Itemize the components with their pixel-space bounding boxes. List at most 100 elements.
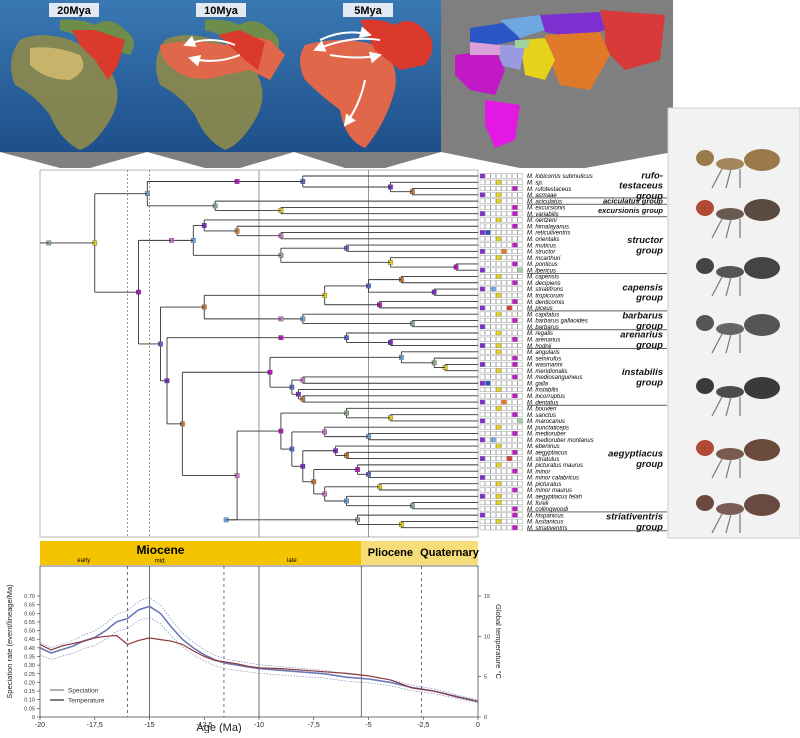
epoch-pliocene: Pliocene <box>368 547 413 559</box>
matrix-cell <box>512 525 518 531</box>
matrix-cell <box>485 274 491 279</box>
taxon-label: M. structor <box>527 250 556 256</box>
matrix-cell <box>512 500 518 506</box>
x-tick-label: -5 <box>365 722 371 729</box>
matrix-cell <box>485 280 491 286</box>
matrix-cell <box>496 380 502 386</box>
matrix-cell <box>479 211 485 217</box>
matrix-cell <box>517 223 523 229</box>
miocene-bar <box>40 541 362 565</box>
matrix-cell <box>479 261 485 267</box>
matrix-cell <box>506 349 512 355</box>
matrix-cell <box>496 324 502 330</box>
character-matrix <box>479 173 523 531</box>
matrix-cell <box>490 380 496 386</box>
matrix-cell <box>512 374 518 380</box>
group-label: arenarius <box>620 329 663 340</box>
matrix-cell <box>485 487 491 493</box>
matrix-cell <box>506 317 512 323</box>
matrix-cell <box>501 525 507 531</box>
ant-leg <box>711 218 723 239</box>
matrix-cell <box>506 242 512 248</box>
matrix-cell <box>479 173 485 179</box>
matrix-cell <box>490 242 496 248</box>
matrix-cell <box>485 506 491 512</box>
matrix-cell <box>512 198 518 204</box>
matrix-cell <box>517 412 523 418</box>
matrix-cell <box>501 449 507 455</box>
y-tick-label: 0.70 <box>24 594 35 600</box>
matrix-cell <box>501 192 507 198</box>
matrix-cell <box>490 292 496 298</box>
matrix-cell <box>479 525 485 531</box>
matrix-cell <box>496 355 502 361</box>
matrix-cell <box>512 355 518 361</box>
matrix-cell <box>479 424 485 430</box>
taxon-label: M. capensis <box>527 275 559 281</box>
matrix-cell <box>490 525 496 531</box>
group-label: testaceus <box>619 181 663 192</box>
matrix-cell <box>490 311 496 317</box>
pliocene-bar <box>361 541 422 565</box>
matrix-cell <box>506 380 512 386</box>
matrix-cell <box>485 468 491 474</box>
matrix-cell <box>506 468 512 474</box>
matrix-cell <box>517 336 523 342</box>
matrix-cell <box>490 223 496 229</box>
matrix-cell <box>517 355 523 361</box>
matrix-cell <box>485 267 491 273</box>
matrix-cell <box>479 248 485 254</box>
taxon-label: M. striatulus <box>527 457 559 463</box>
matrix-cell <box>496 305 502 311</box>
matrix-cell <box>485 418 491 424</box>
y2-tick-label: 10 <box>484 634 490 640</box>
y-tick-label: 0.45 <box>24 637 35 643</box>
matrix-cell <box>517 186 523 192</box>
taxon-label: M. regalis <box>527 331 553 337</box>
matrix-cell <box>479 267 485 273</box>
matrix-cell <box>485 399 491 405</box>
matrix-cell <box>517 418 523 424</box>
matrix-cell <box>490 299 496 305</box>
matrix-cell <box>517 506 523 512</box>
ant-mesosoma <box>716 266 744 278</box>
epoch-miocene: Miocene <box>136 543 184 557</box>
matrix-cell <box>517 317 523 323</box>
matrix-cell <box>496 474 502 480</box>
taxon-label: M. meridionalis <box>527 369 567 375</box>
taxon-label: M. ebeninus <box>527 444 560 450</box>
matrix-cell <box>501 506 507 512</box>
group-label: excursionis group <box>598 206 663 215</box>
matrix-cell <box>479 431 485 436</box>
ant-head <box>696 440 714 456</box>
matrix-cell <box>479 506 485 512</box>
matrix-cell <box>501 267 507 273</box>
y-axis-label: Speciation rate (event/lineage/Ma) <box>5 584 14 699</box>
matrix-cell <box>479 299 485 305</box>
ant-photographs <box>667 107 800 539</box>
matrix-cell <box>479 405 485 411</box>
group-label: group <box>635 459 663 470</box>
matrix-cell <box>496 393 502 399</box>
matrix-cell <box>512 330 518 336</box>
y-tick-label: 0.20 <box>24 680 35 686</box>
matrix-cell <box>517 349 523 355</box>
taxon-label: M. ponticus <box>527 262 558 268</box>
matrix-cell <box>501 179 507 185</box>
matrix-cell <box>501 236 507 242</box>
matrix-cell <box>512 317 518 323</box>
matrix-cell <box>517 361 523 367</box>
geologic-timescale: Miocene early mid. late Pliocene Quaternary <box>40 541 480 565</box>
taxon-label: M. punctaticeps <box>527 425 569 431</box>
matrix-cell <box>501 500 507 506</box>
matrix-cell <box>517 462 523 468</box>
matrix-cell <box>506 305 512 311</box>
matrix-cell <box>496 198 502 204</box>
matrix-cell <box>512 418 518 424</box>
matrix-cell <box>506 374 512 380</box>
matrix-cell <box>496 412 502 418</box>
matrix-cell <box>496 361 502 367</box>
matrix-cell <box>485 387 491 392</box>
matrix-cell <box>496 349 502 355</box>
matrix-cell <box>506 204 512 210</box>
